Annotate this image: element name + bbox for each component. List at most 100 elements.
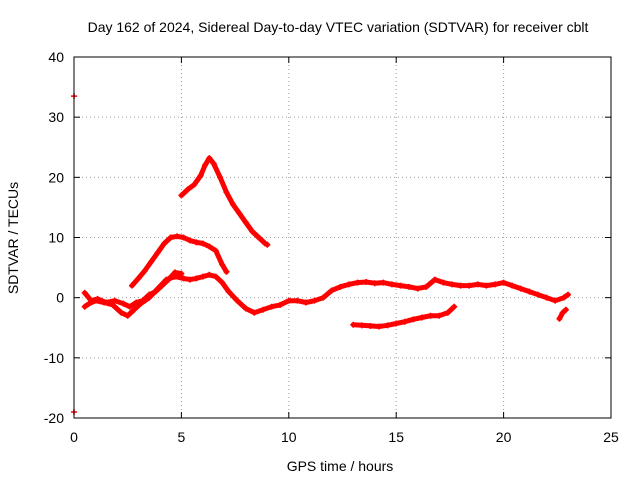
data-point	[302, 299, 309, 306]
data-point	[126, 303, 133, 310]
data-point	[111, 297, 118, 304]
data-point	[328, 287, 335, 294]
data-point	[345, 281, 352, 288]
data-point	[191, 181, 198, 188]
y-tick-label: -20	[44, 410, 64, 426]
data-point	[358, 322, 365, 329]
data-point	[294, 297, 301, 304]
data-point	[509, 282, 516, 289]
data-point	[206, 271, 213, 278]
series-lower-segment	[350, 303, 458, 330]
data-point	[393, 320, 400, 327]
data-point	[199, 273, 206, 280]
data-point	[206, 243, 213, 250]
data-point	[380, 279, 387, 286]
data-point	[88, 297, 95, 304]
y-tick-label: 0	[56, 290, 64, 306]
data-point	[436, 312, 443, 319]
data-point	[418, 314, 425, 321]
y-tick-label: 20	[48, 169, 64, 185]
data-point	[217, 174, 224, 181]
data-point	[81, 303, 88, 310]
data-point	[161, 240, 168, 247]
data-point	[167, 234, 174, 241]
y-axis-label: SDTVAR / TECUs	[5, 182, 21, 294]
data-point	[264, 241, 271, 248]
data-point	[543, 294, 550, 301]
data-point	[562, 306, 569, 313]
data-point	[128, 282, 135, 289]
data-point	[94, 295, 101, 302]
data-point	[483, 282, 490, 289]
data-point	[124, 312, 131, 319]
data-point	[560, 294, 567, 301]
data-point	[236, 210, 243, 217]
data-point	[219, 279, 226, 286]
data-point	[457, 282, 464, 289]
data-point	[234, 297, 241, 304]
data-point	[186, 276, 193, 283]
data-point	[414, 285, 421, 292]
data-point	[178, 270, 185, 277]
data-point	[223, 189, 230, 196]
data-point	[159, 282, 166, 289]
data-layer	[71, 93, 572, 415]
y-tick-label: 30	[48, 109, 64, 125]
data-point	[260, 306, 267, 313]
data-point	[255, 234, 262, 241]
data-point	[186, 237, 193, 244]
x-tick-label: 25	[603, 429, 619, 445]
data-point	[242, 305, 249, 312]
data-point	[178, 192, 185, 199]
data-point	[431, 276, 438, 283]
data-point	[133, 299, 140, 306]
data-point	[135, 275, 142, 282]
data-point	[131, 306, 138, 313]
data-point	[406, 283, 413, 290]
series-low-track-2	[81, 269, 185, 310]
data-point	[556, 315, 563, 322]
data-point	[565, 291, 572, 298]
data-point	[427, 312, 434, 319]
data-point	[212, 247, 219, 254]
series-upper-arc	[178, 155, 271, 248]
data-point	[363, 279, 370, 286]
data-point	[212, 273, 219, 280]
data-point	[410, 316, 417, 323]
data-point	[118, 309, 125, 316]
data-point	[311, 297, 318, 304]
data-point	[225, 288, 232, 295]
grid-lines	[74, 57, 611, 418]
x-axis-label: GPS time / hours	[287, 458, 394, 474]
data-point	[526, 288, 533, 295]
data-point	[154, 249, 161, 256]
y-tick-label: -10	[44, 350, 64, 366]
series-tail-segment	[556, 306, 569, 322]
x-tick-label: 10	[281, 429, 297, 445]
data-point	[81, 289, 88, 296]
data-point	[206, 155, 213, 162]
data-point	[401, 318, 408, 325]
data-point	[376, 323, 383, 330]
y-tick-label: 40	[48, 49, 64, 65]
data-point	[249, 228, 256, 235]
x-tick-label: 15	[388, 429, 404, 445]
series-low-track	[81, 271, 572, 319]
data-point	[466, 282, 473, 289]
axis-ticks: 0 5 10 15 20 25 -20 -10 0 10 20 30 40	[44, 49, 619, 445]
data-point	[492, 281, 499, 288]
data-point	[337, 283, 344, 290]
data-point	[388, 281, 395, 288]
data-point	[350, 321, 357, 328]
data-point	[500, 279, 507, 286]
series-band	[178, 155, 270, 248]
data-point	[193, 239, 200, 246]
x-tick-label: 20	[496, 429, 512, 445]
data-point	[174, 233, 181, 240]
series-band	[82, 272, 571, 319]
data-point	[367, 322, 374, 329]
data-point	[371, 280, 378, 287]
data-point	[423, 283, 430, 290]
data-point	[320, 294, 327, 301]
